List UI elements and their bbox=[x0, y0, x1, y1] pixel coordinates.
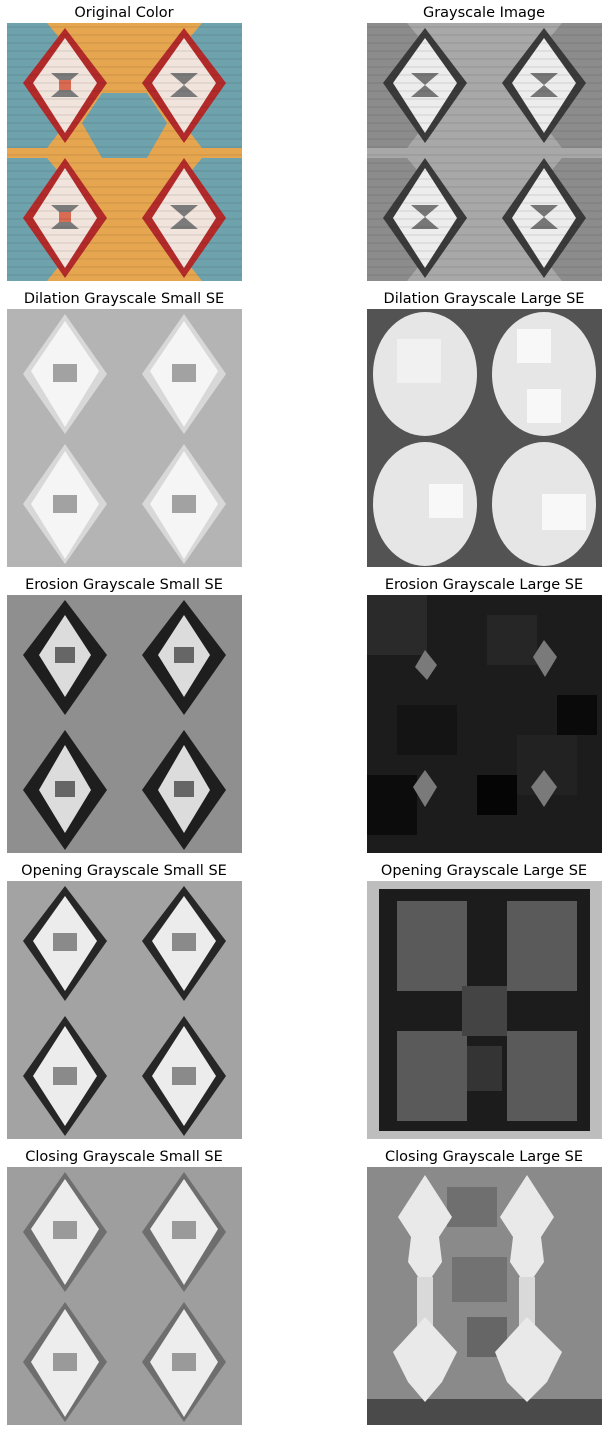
erosion-large-se-image bbox=[367, 595, 602, 853]
panel-title-dilation-large: Dilation Grayscale Large SE bbox=[383, 291, 585, 307]
opening-small-se-image bbox=[7, 881, 242, 1139]
panel-title-opening-small: Opening Grayscale Small SE bbox=[21, 863, 227, 879]
dilation-small-se-image bbox=[7, 309, 242, 567]
panel-title-opening-large: Opening Grayscale Large SE bbox=[380, 863, 588, 879]
dilation-large-se-image bbox=[367, 309, 602, 567]
opening-large-se-image bbox=[367, 881, 602, 1139]
panel-title-grayscale-image: Grayscale Image bbox=[422, 5, 546, 21]
erosion-small-se-image bbox=[7, 595, 242, 853]
panel-title-closing-large: Closing Grayscale Large SE bbox=[384, 1149, 583, 1165]
closing-small-se-image bbox=[7, 1167, 242, 1425]
panel-title-erosion-small: Erosion Grayscale Small SE bbox=[25, 577, 223, 593]
grayscale-image bbox=[367, 23, 602, 281]
panel-title-original-color: Original Color bbox=[74, 5, 174, 21]
panel-title-erosion-large: Erosion Grayscale Large SE bbox=[384, 577, 584, 593]
closing-large-se-image bbox=[367, 1167, 602, 1425]
panel-title-closing-small: Closing Grayscale Small SE bbox=[25, 1149, 223, 1165]
panel-title-dilation-small: Dilation Grayscale Small SE bbox=[23, 291, 225, 307]
original-color-image bbox=[7, 23, 242, 281]
